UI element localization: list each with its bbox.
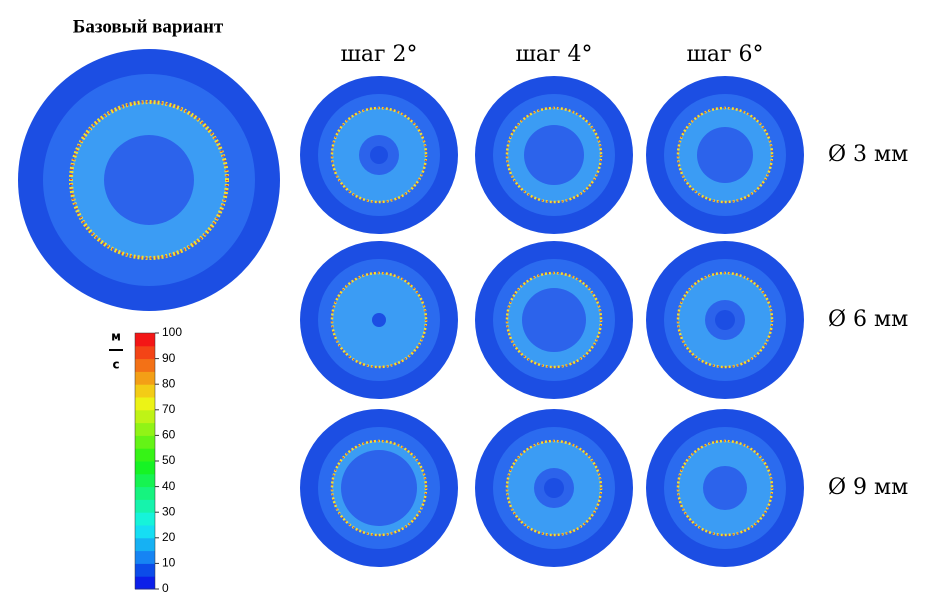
- colorbar-tick-label: 40: [162, 479, 176, 493]
- colorbar-segment: [135, 512, 155, 526]
- ring-edge: [677, 272, 773, 368]
- colorbar-segment: [135, 333, 155, 347]
- colorbar-segment: [135, 461, 155, 475]
- colorbar-segment: [135, 525, 155, 539]
- ring-edge: [331, 272, 427, 368]
- contour-inner: [522, 288, 586, 352]
- ring-edge: [506, 107, 602, 203]
- column-label: шаг 6°: [686, 42, 763, 67]
- colorbar-segment: [135, 537, 155, 552]
- colorbar-tick-label: 100: [162, 325, 182, 339]
- ring-edge: [331, 440, 427, 536]
- colorbar-segment: [135, 563, 155, 577]
- colorbar-segment: [135, 371, 155, 385]
- row-label: Ø 9 мм: [828, 475, 908, 500]
- contour-inner: [703, 466, 747, 510]
- ring-edge: [331, 107, 427, 203]
- ring-edge: [506, 272, 602, 368]
- contour-inner: [104, 135, 194, 225]
- colorbar-tick-label: 20: [162, 530, 176, 544]
- colorbar-tick-label: 0: [162, 581, 169, 595]
- row-label: Ø 6 мм: [828, 307, 908, 332]
- row-label: Ø 3 мм: [828, 142, 908, 167]
- ring-edge: [506, 440, 602, 536]
- contour-core: [370, 146, 388, 164]
- colorbar-segment: [135, 358, 155, 372]
- colorbar-segment: [135, 435, 155, 449]
- unit-bottom: с: [112, 358, 119, 372]
- colorbar-segment: [135, 473, 155, 488]
- contour-inner: [341, 450, 417, 526]
- colorbar-tick-label: 90: [162, 351, 176, 365]
- colorbar-segment: [135, 576, 155, 590]
- colorbar-segment: [135, 448, 155, 462]
- column-label: шаг 4°: [515, 42, 592, 67]
- colorbar-segment: [135, 384, 155, 398]
- colorbar-tick-label: 80: [162, 376, 176, 390]
- colorbar-tick-label: 50: [162, 453, 176, 467]
- contour-inner: [697, 127, 753, 183]
- colorbar-tick-label: 70: [162, 402, 176, 416]
- ring-edge: [69, 100, 229, 260]
- contour-core: [544, 478, 564, 498]
- colorbar-segment: [135, 409, 155, 424]
- contour-core: [715, 310, 735, 330]
- colorbar-segment: [135, 422, 155, 436]
- colorbar-segment: [135, 345, 155, 360]
- colorbar-tick-label: 30: [162, 504, 176, 518]
- ring-edge: [677, 107, 773, 203]
- contour-core: [372, 313, 386, 327]
- colorbar-tick-label: 10: [162, 556, 176, 570]
- column-label: шаг 2°: [340, 42, 417, 67]
- colorbar-segment: [135, 397, 155, 411]
- colorbar-segment: [135, 550, 155, 564]
- unit-top: м: [111, 330, 121, 344]
- colorbar-tick-label: 60: [162, 428, 176, 442]
- colorbar-segment: [135, 499, 155, 513]
- title: Базовый вариант: [73, 16, 224, 37]
- contour-inner: [524, 125, 584, 185]
- colorbar-segment: [135, 486, 155, 500]
- ring-edge: [677, 440, 773, 536]
